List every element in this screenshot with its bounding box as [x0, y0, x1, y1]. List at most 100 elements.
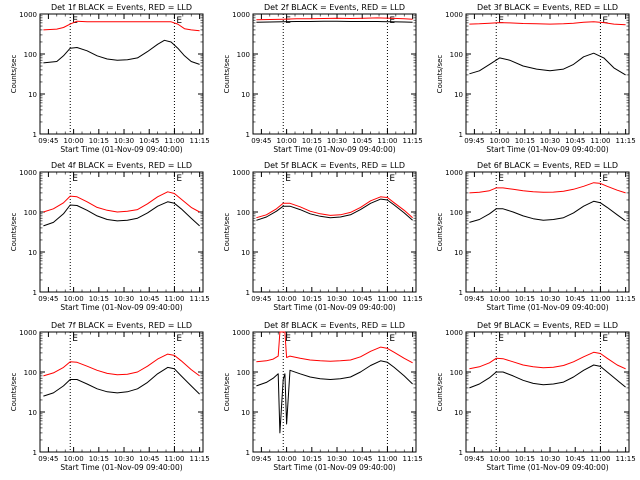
x-tick-label: 10:30	[540, 455, 560, 463]
x-tick-label: 10:30	[114, 137, 134, 145]
x-tick-label: 10:15	[302, 137, 322, 145]
y-tick-label: 10	[28, 249, 37, 257]
series-line-lld	[256, 331, 413, 364]
event-marker-label: E	[176, 174, 182, 184]
y-tick-label: 1000	[19, 11, 37, 19]
x-tick-label: 10:45	[139, 137, 159, 145]
x-tick-label: 11:00	[377, 455, 397, 463]
x-tick-label: 10:30	[327, 455, 347, 463]
y-tick-label: 1	[459, 289, 463, 297]
plot-frame	[252, 13, 417, 135]
y-axis-label: Counts/sec	[10, 373, 18, 412]
y-tick-label: 1	[246, 289, 250, 297]
series-line-lld	[469, 351, 626, 370]
x-tick-label: 11:00	[377, 295, 397, 303]
series-line-lld	[43, 353, 200, 377]
x-axis-label: Start Time (01-Nov-09 09:40:00)	[273, 303, 395, 312]
y-tick-label: 1000	[445, 329, 463, 337]
y-axis-label: Counts/sec	[223, 373, 231, 412]
series-line-events	[43, 201, 200, 227]
x-tick-label: 10:45	[565, 295, 585, 303]
panel-title: Det 4f BLACK = Events, RED = LLD	[51, 161, 192, 170]
y-tick-label: 1000	[232, 329, 250, 337]
x-tick-label: 10:00	[277, 455, 297, 463]
x-tick-label: 11:00	[377, 137, 397, 145]
x-tick-label: 10:00	[490, 137, 510, 145]
x-tick-label: 11:15	[403, 455, 423, 463]
y-axis-label: Counts/sec	[436, 373, 444, 412]
panel-title: Det 3f BLACK = Events, RED = LLD	[477, 3, 618, 12]
x-axis-label: Start Time (01-Nov-09 09:40:00)	[486, 145, 608, 154]
x-tick-label: 10:00	[64, 455, 84, 463]
x-tick-label: 11:00	[590, 137, 610, 145]
x-tick-label: 10:15	[302, 295, 322, 303]
x-tick-label: 10:45	[565, 455, 585, 463]
x-tick-label: 10:15	[515, 137, 535, 145]
y-tick-label: 100	[450, 369, 463, 377]
series-line-lld	[256, 196, 413, 219]
y-tick-label: 1000	[445, 169, 463, 177]
x-tick-label: 09:45	[38, 137, 58, 145]
y-tick-label: 100	[450, 51, 463, 59]
y-tick-label: 10	[454, 91, 463, 99]
series-line-events	[43, 366, 200, 397]
series-line-events	[469, 364, 626, 389]
panel-det-6: Det 6f BLACK = Events, RED = LLD E E 1 10 100…	[436, 161, 636, 312]
y-tick-label: 1	[246, 131, 250, 139]
x-tick-label: 11:15	[403, 295, 423, 303]
y-tick-label: 1000	[232, 11, 250, 19]
x-tick-label: 10:00	[277, 137, 297, 145]
panel-det-4: Det 4f BLACK = Events, RED = LLD E E 1 10 100…	[10, 161, 210, 312]
y-axis-label: Counts/sec	[223, 55, 231, 94]
panel-det-9: Det 9f BLACK = Events, RED = LLD E E 1 10 100…	[436, 321, 636, 472]
x-tick-label: 09:45	[464, 455, 484, 463]
y-axis-label: Counts/sec	[10, 55, 18, 94]
x-tick-label: 11:15	[190, 137, 210, 145]
event-marker-label: E	[389, 16, 395, 26]
plot-frame	[465, 331, 630, 453]
x-tick-label: 10:00	[490, 455, 510, 463]
plot-frame	[39, 13, 204, 135]
event-marker-label: E	[498, 174, 504, 184]
event-marker-label: E	[72, 16, 78, 26]
x-tick-label: 11:00	[164, 455, 184, 463]
y-tick-label: 10	[454, 249, 463, 257]
y-tick-label: 10	[28, 91, 37, 99]
panel-det-5: Det 5f BLACK = Events, RED = LLD E E 1 10 100…	[223, 161, 423, 312]
x-tick-label: 11:15	[190, 455, 210, 463]
x-tick-label: 09:45	[38, 295, 58, 303]
y-tick-label: 1	[459, 449, 463, 457]
event-marker-label: E	[285, 174, 291, 184]
y-tick-label: 1000	[19, 329, 37, 337]
event-marker-label: E	[176, 334, 182, 344]
plot-frame	[465, 171, 630, 293]
x-tick-label: 10:30	[327, 137, 347, 145]
x-tick-label: 10:45	[352, 455, 372, 463]
panel-det-3: Det 3f BLACK = Events, RED = LLD E E 1 10 100…	[436, 3, 636, 154]
plot-frame	[39, 331, 204, 453]
x-tick-label: 10:45	[139, 455, 159, 463]
x-tick-label: 11:15	[190, 295, 210, 303]
series-line-lld	[43, 20, 200, 32]
event-marker-label: E	[72, 174, 78, 184]
x-tick-label: 10:45	[139, 295, 159, 303]
event-marker-label: E	[498, 16, 504, 26]
event-marker-label: E	[176, 16, 182, 26]
event-marker-label: E	[602, 16, 608, 26]
series-line-lld	[469, 182, 626, 194]
event-marker-label: E	[72, 334, 78, 344]
y-tick-label: 10	[241, 91, 250, 99]
y-axis-label: Counts/sec	[436, 55, 444, 94]
plot-frame	[252, 171, 417, 293]
series-line-events	[43, 39, 200, 65]
x-tick-label: 09:45	[251, 295, 271, 303]
y-tick-label: 10	[28, 409, 37, 417]
event-marker-label: E	[389, 174, 395, 184]
x-tick-label: 10:30	[327, 295, 347, 303]
x-tick-label: 09:45	[251, 137, 271, 145]
x-tick-label: 11:00	[164, 137, 184, 145]
y-tick-label: 100	[237, 51, 250, 59]
event-marker-label: E	[389, 334, 395, 344]
panel-title: Det 8f BLACK = Events, RED = LLD	[264, 321, 405, 330]
